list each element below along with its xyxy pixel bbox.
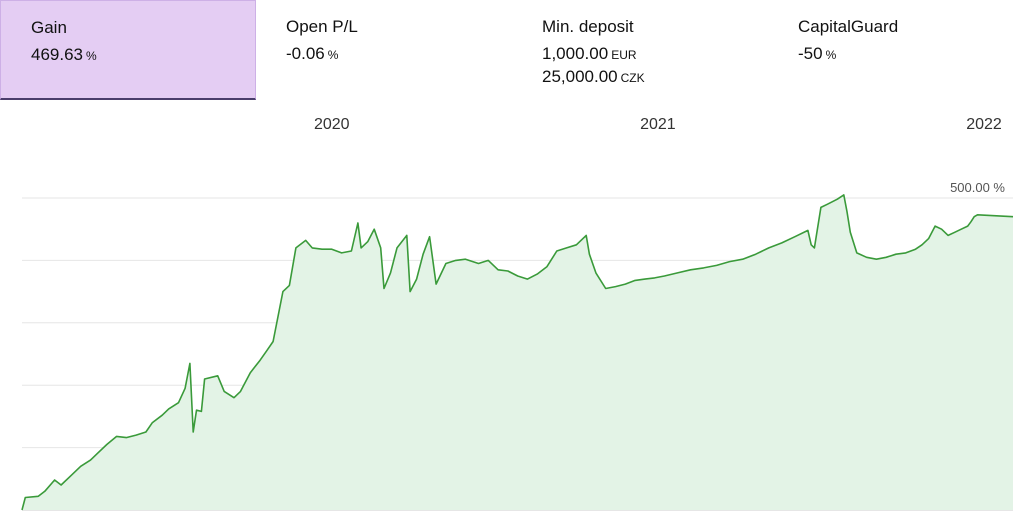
y-tick-label: 500.00 % <box>950 180 1005 195</box>
stat-value-secondary: 25,000.00 CZK <box>542 66 768 89</box>
x-axis-years: 2020 2021 2022 <box>314 116 1002 133</box>
stat-gain[interactable]: Gain 469.63% <box>0 0 256 100</box>
stat-capitalguard[interactable]: CapitalGuard -50% <box>768 0 1024 100</box>
series-area <box>22 194 1013 510</box>
gain-chart: 0.00 %100.00 %200.00 %300.00 %400.00 %50… <box>21 116 1014 511</box>
stat-label: Open P/L <box>286 17 358 36</box>
stat-value: 1,000.00 EUR <box>542 43 768 66</box>
stat-value: -0.06% <box>286 43 512 66</box>
stat-label: CapitalGuard <box>798 17 899 36</box>
year-label: 2020 <box>314 116 350 133</box>
stat-unit: % <box>86 49 97 63</box>
stat-number: -0.06 <box>286 44 325 63</box>
stat-label: Min. deposit <box>542 17 634 36</box>
stat-number: -50 <box>798 44 823 63</box>
stat-label: Gain <box>31 18 67 37</box>
stat-number: 469.63 <box>31 45 83 64</box>
stat-number: 1,000.00 <box>542 44 609 63</box>
stat-value: 469.63% <box>31 44 255 67</box>
stat-open-pl[interactable]: Open P/L -0.06% <box>256 0 512 100</box>
series-line <box>21 194 1014 511</box>
year-label: 2022 <box>966 116 1002 133</box>
year-label: 2021 <box>640 116 676 133</box>
stat-unit: % <box>825 48 837 62</box>
stat-unit: CZK <box>620 71 645 85</box>
stat-value: -50% <box>798 43 1024 66</box>
stat-unit: % <box>327 48 339 62</box>
stats-bar: Gain 469.63% Open P/L -0.06% Min. deposi… <box>0 0 1024 100</box>
stat-min-deposit[interactable]: Min. deposit 1,000.00 EUR 25,000.00 CZK <box>512 0 768 100</box>
stat-number: 25,000.00 <box>542 67 618 86</box>
stat-unit: EUR <box>611 48 637 62</box>
